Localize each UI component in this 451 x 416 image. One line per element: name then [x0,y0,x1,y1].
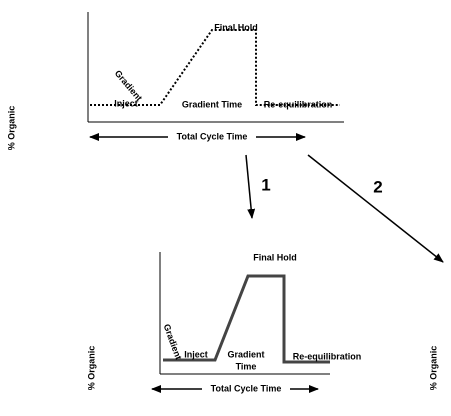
label-bg [202,383,290,395]
y-label: % Organic [86,346,96,391]
label-bg [168,131,256,143]
gradient-time: Gradient [227,349,264,359]
bottom-diagram: Total Cycle Time % Organic Final Hold Gr… [86,252,361,395]
inject: Inject [114,98,138,108]
right-y-label: % Organic [428,346,438,391]
gradient-time: Time [236,361,257,371]
profile [90,29,340,106]
inject: Inject [184,349,208,359]
re-equilibration: Re-equilibration [293,351,362,361]
total-cycle-time: Total Cycle Time [177,131,248,141]
total-cycle-time: Total Cycle Time [211,383,282,393]
gradient-time: Gradient Time [182,99,242,109]
gradient: Gradient [162,323,184,361]
final-hold: Final Hold [214,22,258,32]
arrow-2-label: 2 [373,177,382,196]
arrow-2 [307,154,444,263]
profile [163,274,330,364]
top-diagram: Total Cycle Time % Organic Final Hold Gr… [6,12,344,150]
arrow-1-label: 1 [261,175,270,194]
arrow-1 [245,154,256,219]
final-hold: Final Hold [253,252,297,262]
re-equilibration: Re-equilibration [264,99,333,109]
y-label: % Organic [6,106,16,151]
